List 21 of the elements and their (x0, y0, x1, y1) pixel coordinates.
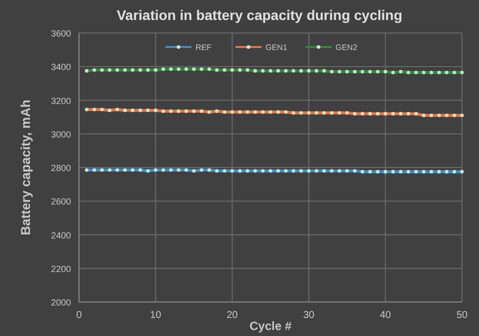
legend-label: REF (196, 43, 212, 52)
x-tick-label: 10 (150, 310, 162, 321)
chart-title: Variation in battery capacity during cycling (116, 7, 402, 23)
x-tick-label: 0 (76, 310, 82, 321)
legend-label: GEN2 (336, 43, 358, 52)
x-tick-label: 30 (303, 310, 315, 321)
y-tick-label: 3400 (50, 62, 71, 72)
x-tick-label: 50 (456, 310, 468, 321)
y-tick-label: 3600 (50, 28, 71, 38)
y-tick-label: 3200 (50, 96, 71, 106)
y-axis-title: Battery capacity, mAh (18, 100, 33, 236)
y-tick-label: 2800 (50, 163, 71, 173)
legend-label: GEN1 (266, 43, 288, 52)
y-tick-label: 2600 (50, 196, 71, 207)
y-tick-label: 3000 (50, 129, 71, 140)
x-tick-label: 40 (380, 310, 392, 321)
y-tick-label: 2400 (50, 230, 71, 240)
x-axis-title: Cycle # (249, 319, 292, 333)
y-tick-label: 2200 (50, 264, 71, 274)
y-tick-label: 2000 (50, 298, 71, 308)
x-tick-label: 20 (226, 310, 238, 321)
